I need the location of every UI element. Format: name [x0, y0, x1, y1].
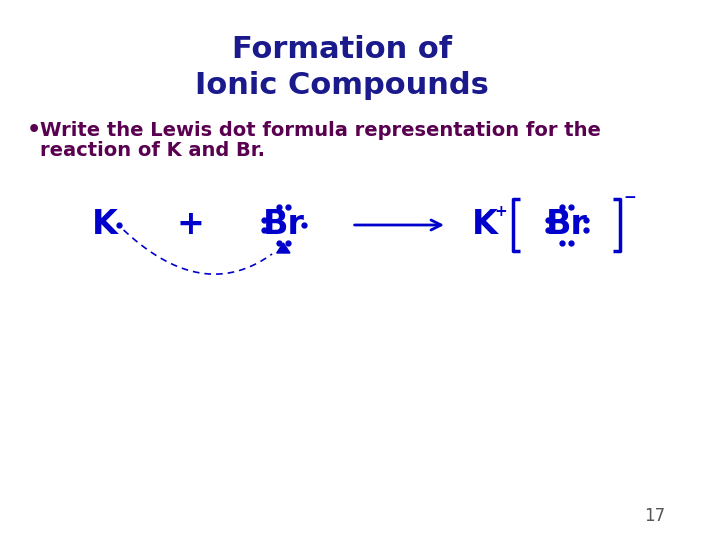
- Text: Write the Lewis dot formula representation for the: Write the Lewis dot formula representati…: [40, 120, 600, 139]
- Text: reaction of K and Br.: reaction of K and Br.: [40, 140, 265, 159]
- Text: +: +: [495, 205, 508, 219]
- Text: 17: 17: [644, 507, 665, 525]
- Text: Br: Br: [262, 208, 305, 241]
- Text: •: •: [27, 120, 41, 140]
- Text: K: K: [472, 208, 498, 241]
- Text: Ionic Compounds: Ionic Compounds: [195, 71, 489, 99]
- Text: +: +: [176, 208, 204, 241]
- Text: Formation of: Formation of: [233, 36, 452, 64]
- Polygon shape: [276, 243, 290, 253]
- Text: Br: Br: [546, 208, 588, 241]
- Text: −: −: [624, 190, 636, 205]
- Text: K: K: [91, 208, 117, 241]
